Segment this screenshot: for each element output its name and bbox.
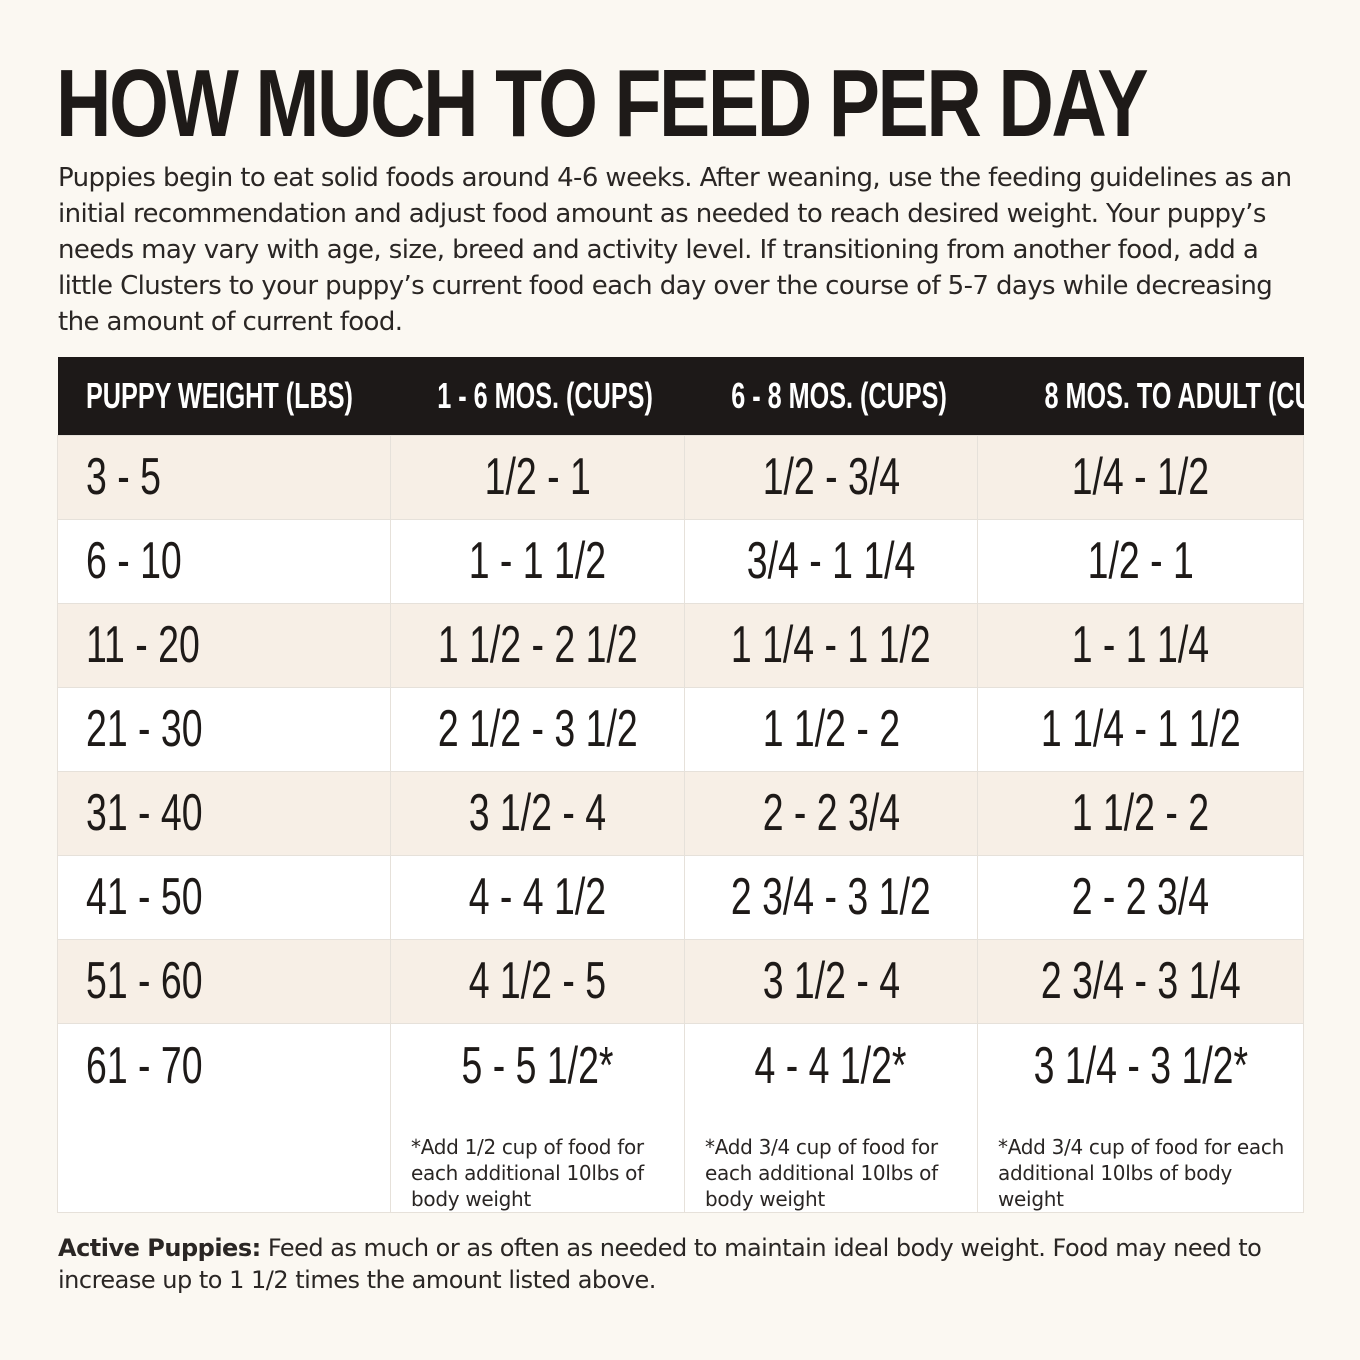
active-puppies-text: Feed as much or as often as needed to ma… bbox=[58, 1234, 1262, 1294]
table-row: 11 - 20 1 1/2 - 2 1/2 1 1/4 - 1 1/2 1 - … bbox=[57, 602, 1304, 688]
table-row: 6 - 10 1 - 1 1/2 3/4 - 1 1/4 1/2 - 1 bbox=[57, 518, 1304, 604]
table-row: 21 - 30 2 1/2 - 3 1/2 1 1/2 - 2 1 1/4 - … bbox=[57, 686, 1304, 772]
cups-cell: 4 1/2 - 5 bbox=[390, 938, 685, 1024]
table-row: 41 - 50 4 - 4 1/2 2 3/4 - 3 1/2 2 - 2 3/… bbox=[57, 854, 1304, 940]
weight-cell: 11 - 20 bbox=[57, 602, 391, 688]
weight-cell: 41 - 50 bbox=[57, 854, 391, 940]
weight-cell: 6 - 10 bbox=[57, 518, 391, 604]
cups-cell: 1 1/2 - 2 1/2 bbox=[390, 602, 685, 688]
weight-cell: 31 - 40 bbox=[57, 770, 391, 856]
cups-cell: 2 1/2 - 3 1/2 bbox=[390, 686, 685, 772]
table-row: 31 - 40 3 1/2 - 4 2 - 2 3/4 1 1/2 - 2 bbox=[57, 770, 1304, 856]
cups-cell: 5 - 5 1/2* *Add 1/2 cup of food for each… bbox=[390, 1022, 685, 1213]
cups-cell: 3/4 - 1 1/4 bbox=[684, 518, 978, 604]
weight-cell: 21 - 30 bbox=[57, 686, 391, 772]
weight-cell: 61 - 70 bbox=[57, 1022, 391, 1213]
cups-cell: 3 1/2 - 4 bbox=[684, 938, 978, 1024]
footnote: *Add 3/4 cup of food for each additional… bbox=[998, 1134, 1284, 1211]
cups-cell: 1/2 - 1 bbox=[390, 434, 685, 520]
footnote: *Add 3/4 cup of food for each additional… bbox=[705, 1134, 938, 1211]
cups-cell: 2 3/4 - 3 1/2 bbox=[684, 854, 978, 940]
footnote: *Add 1/2 cup of food for each additional… bbox=[411, 1134, 644, 1211]
cups-cell: 1 - 1 1/4 bbox=[977, 602, 1304, 688]
cups-cell: 4 - 4 1/2* *Add 3/4 cup of food for each… bbox=[684, 1022, 978, 1213]
cups-cell: 1/2 - 3/4 bbox=[684, 434, 978, 520]
cups-cell: 1/4 - 1/2 bbox=[977, 434, 1304, 520]
weight-cell: 3 - 5 bbox=[57, 434, 391, 520]
header-6-8-months: 6 - 8 MOS. (CUPS) bbox=[730, 374, 947, 416]
cups-cell: 2 - 2 3/4 bbox=[977, 854, 1304, 940]
cups-cell: 1 - 1 1/2 bbox=[390, 518, 685, 604]
intro-paragraph: Puppies begin to eat solid foods around … bbox=[58, 163, 1292, 337]
cups-cell: 2 - 2 3/4 bbox=[684, 770, 978, 856]
cups-cell: 1 1/4 - 1 1/2 bbox=[977, 686, 1304, 772]
table-row: 51 - 60 4 1/2 - 5 3 1/2 - 4 2 3/4 - 3 1/… bbox=[57, 938, 1304, 1024]
cups-cell: 1 1/2 - 2 bbox=[977, 770, 1304, 856]
header-puppy-weight: PUPPY WEIGHT (LBS) bbox=[85, 374, 353, 416]
header-1-6-months: 1 - 6 MOS. (CUPS) bbox=[436, 374, 653, 416]
table-row: 3 - 5 1/2 - 1 1/2 - 3/4 1/4 - 1/2 bbox=[57, 434, 1304, 520]
page-title: HOW MUCH TO FEED PER DAY bbox=[56, 50, 1149, 157]
active-puppies-note: Active Puppies: Feed as much or as often… bbox=[58, 1232, 1308, 1296]
header-8-months-adult: 8 MOS. TO ADULT (CUPS) bbox=[1044, 374, 1303, 416]
cups-cell: 4 - 4 1/2 bbox=[390, 854, 685, 940]
cups-cell: 1 1/4 - 1 1/2 bbox=[684, 602, 978, 688]
active-puppies-label: Active Puppies: bbox=[58, 1234, 261, 1262]
feeding-table: PUPPY WEIGHT (LBS) 1 - 6 MOS. (CUPS) 6 -… bbox=[57, 357, 1304, 1213]
cups-cell: 3 1/2 - 4 bbox=[390, 770, 685, 856]
table-header-row: PUPPY WEIGHT (LBS) 1 - 6 MOS. (CUPS) 6 -… bbox=[57, 357, 1304, 435]
cups-cell: 2 3/4 - 3 1/4 bbox=[977, 938, 1304, 1024]
cups-cell: 1 1/2 - 2 bbox=[684, 686, 978, 772]
cups-cell: 1/2 - 1 bbox=[977, 518, 1304, 604]
table-row: 61 - 70 5 - 5 1/2* *Add 1/2 cup of food … bbox=[57, 1022, 1304, 1213]
cups-cell: 3 1/4 - 3 1/2* *Add 3/4 cup of food for … bbox=[977, 1022, 1304, 1213]
weight-cell: 51 - 60 bbox=[57, 938, 391, 1024]
